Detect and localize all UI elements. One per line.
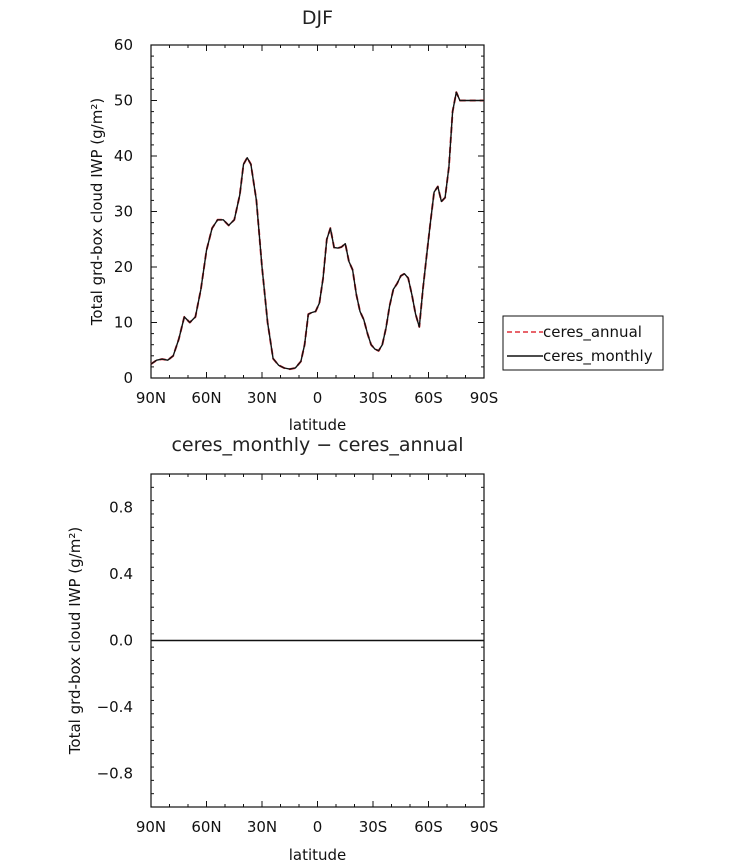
y-tick-label: 60 <box>114 36 133 54</box>
y-tick-label: 20 <box>114 258 133 276</box>
y-tick-label: 30 <box>114 203 133 221</box>
legend-label-ceres-annual: ceres_annual <box>543 323 642 342</box>
series-line-ceres-annual <box>150 91 484 371</box>
legend-box <box>502 315 664 371</box>
chart-title: ceres_monthly − ceres_annual <box>171 434 463 456</box>
y-axis-label: Total grd-box cloud IWP (g/m²) <box>66 527 84 755</box>
y-tick-label: 40 <box>114 147 133 165</box>
y-tick-label: 0.4 <box>109 565 133 583</box>
x-tick-label: 60S <box>414 389 443 407</box>
y-tick-label: −0.8 <box>97 765 133 783</box>
y-tick-label: 10 <box>114 314 133 332</box>
x-tick-label: 30S <box>359 818 388 836</box>
x-tick-label: 0 <box>313 818 323 836</box>
y-tick-label: −0.4 <box>97 698 133 716</box>
x-tick-label: 90N <box>136 389 166 407</box>
x-tick-label: 90S <box>470 818 499 836</box>
y-axis-label: Total grd-box cloud IWP (g/m²) <box>88 98 106 326</box>
chart-title: DJF <box>302 7 333 29</box>
legend-label-ceres-monthly: ceres_monthly <box>543 347 653 366</box>
x-tick-label: 90N <box>136 818 166 836</box>
y-tick-label: 0 <box>123 369 133 387</box>
x-axis-label: latitude <box>289 846 347 864</box>
y-tick-label: 0.0 <box>109 632 133 650</box>
x-tick-label: 30N <box>247 389 277 407</box>
x-axis-label: latitude <box>289 416 347 434</box>
series-line-ceres-monthly <box>150 91 484 370</box>
x-tick-label: 30S <box>359 389 388 407</box>
y-tick-label: 50 <box>114 92 133 110</box>
x-tick-label: 60N <box>191 818 221 836</box>
x-tick-label: 30N <box>247 818 277 836</box>
x-tick-label: 90S <box>470 389 499 407</box>
top-panel: DJF 90N 60N 30N 0 30S 60S 90S 0 10 20 30 40 50 60 latit… <box>88 7 664 434</box>
bottom-panel: ceres_monthly − ceres_annual 90N 60N 30N 0 30… <box>66 434 498 864</box>
x-tick-label: 0 <box>313 389 323 407</box>
plot-frame <box>150 44 485 379</box>
y-tick-label: 0.8 <box>109 498 133 516</box>
x-tick-label: 60N <box>191 389 221 407</box>
x-tick-label: 60S <box>414 818 443 836</box>
